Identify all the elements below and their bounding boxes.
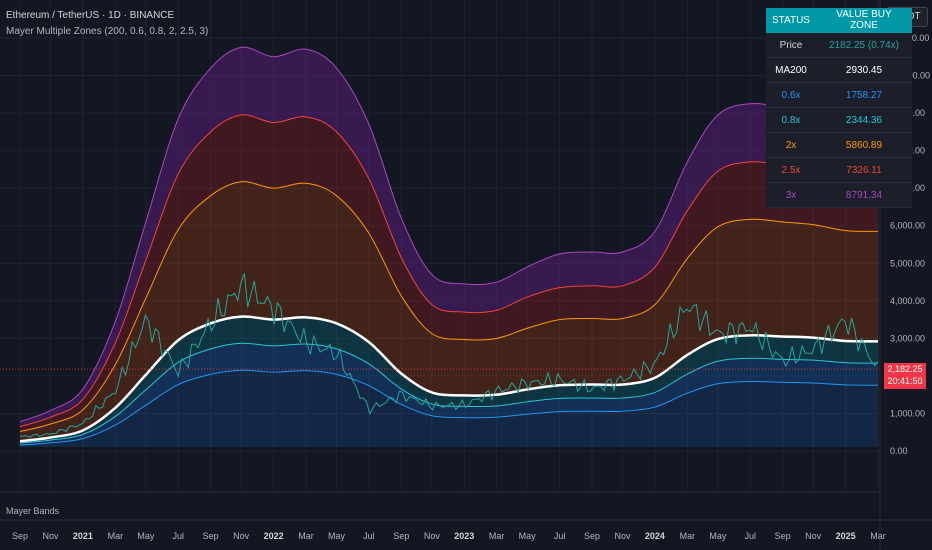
y-tick-label: 4,000.00 xyxy=(890,296,925,306)
x-tick-label: Nov xyxy=(424,531,441,541)
x-tick-label: Mar xyxy=(680,531,696,541)
x-tick-label: May xyxy=(519,531,537,541)
x-tick-label: Sep xyxy=(12,531,28,541)
x-tick-label: May xyxy=(137,531,155,541)
x-tick-label: Nov xyxy=(42,531,59,541)
x-tick-label: May xyxy=(709,531,727,541)
x-tick-label: Mar xyxy=(108,531,124,541)
y-tick-label: 3,000.00 xyxy=(890,333,925,343)
zone-key: 2x xyxy=(766,132,816,158)
zone-fill-2x xyxy=(20,181,878,442)
zone-value: 8791.34 xyxy=(815,182,912,208)
zones-table-row: 0.8x 2344.36 xyxy=(766,107,912,133)
zones-table-header: STATUS VALUE BUY ZONE xyxy=(766,8,912,33)
zone-value: 5860.89 xyxy=(815,132,912,158)
zone-value: 1758.27 xyxy=(815,82,912,108)
last-price-tag: 2,182.25 20:41:50 xyxy=(884,363,926,389)
zone-fill-0.6x xyxy=(20,370,878,447)
zones-table-row: 3x 8791.34 xyxy=(766,182,912,208)
zone-value: 7326.11 xyxy=(815,157,912,183)
x-tick-label: Mar xyxy=(870,531,886,541)
band-line-0-6x xyxy=(19,369,879,446)
zone-value: 2344.36 xyxy=(815,107,912,133)
x-tick-label: 2024 xyxy=(645,531,665,541)
band-line-3x xyxy=(19,46,879,423)
x-tick-label: Mar xyxy=(298,531,314,541)
zone-key: 2.5x xyxy=(766,157,816,183)
status-header: STATUS xyxy=(766,8,816,33)
x-tick-label: 2022 xyxy=(264,531,284,541)
zone-value: 2182.25 (0.74x) xyxy=(815,32,912,58)
zones-table-row: 2.5x 7326.11 xyxy=(766,157,912,183)
x-tick-label: 2021 xyxy=(73,531,93,541)
zones-table-row: 2x 5860.89 xyxy=(766,132,912,158)
x-tick-label: May xyxy=(328,531,346,541)
price-line xyxy=(19,273,879,438)
x-tick-label: Jul xyxy=(554,531,566,541)
bar-countdown: 20:41:50 xyxy=(887,376,923,386)
zone-key: MA200 xyxy=(766,57,816,83)
x-tick-label: Jul xyxy=(744,531,756,541)
zones-table-row: MA200 2930.45 xyxy=(766,57,912,83)
zone-key: 0.6x xyxy=(766,82,816,108)
x-tick-label: Sep xyxy=(393,531,409,541)
band-line-2x xyxy=(19,181,879,432)
x-tick-label: Jul xyxy=(363,531,375,541)
x-tick-label: Nov xyxy=(233,531,250,541)
x-tick-label: 2023 xyxy=(454,531,474,541)
x-tick-label: Nov xyxy=(805,531,822,541)
x-tick-label: Sep xyxy=(775,531,791,541)
last-price-value: 2,182.25 xyxy=(887,364,923,374)
symbol-title[interactable]: Ethereum / TetherUS · 1D · BINANCE xyxy=(6,10,175,21)
y-tick-label: 6,000.00 xyxy=(890,221,925,231)
indicator-label[interactable]: Mayer Multiple Zones (200, 0.6, 0.8, 2, … xyxy=(6,26,209,37)
x-tick-label: Nov xyxy=(614,531,631,541)
bottom-panel-label: Mayer Bands xyxy=(6,506,60,516)
zone-key: 3x xyxy=(766,182,816,208)
y-tick-label: 5,000.00 xyxy=(890,258,925,268)
y-tick-label: 0.00 xyxy=(890,446,908,456)
x-tick-label: Mar xyxy=(489,531,505,541)
x-tick-label: Jul xyxy=(172,531,184,541)
zones-table-row: Price 2182.25 (0.74x) xyxy=(766,32,912,58)
x-tick-label: 2025 xyxy=(836,531,856,541)
zones-table-row: 0.6x 1758.27 xyxy=(766,82,912,108)
band-line-2-5x xyxy=(19,114,879,428)
value-header: VALUE BUY ZONE xyxy=(815,8,912,33)
band-line-0-8x xyxy=(19,342,879,444)
zones-table: STATUS VALUE BUY ZONE Price 2182.25 (0.74… xyxy=(766,8,912,208)
x-tick-label: Sep xyxy=(203,531,219,541)
zone-value: 2930.45 xyxy=(815,57,912,83)
y-tick-label: 1,000.00 xyxy=(890,408,925,418)
zone-key: Price xyxy=(766,32,816,58)
x-tick-label: Sep xyxy=(584,531,600,541)
zone-key: 0.8x xyxy=(766,107,816,133)
